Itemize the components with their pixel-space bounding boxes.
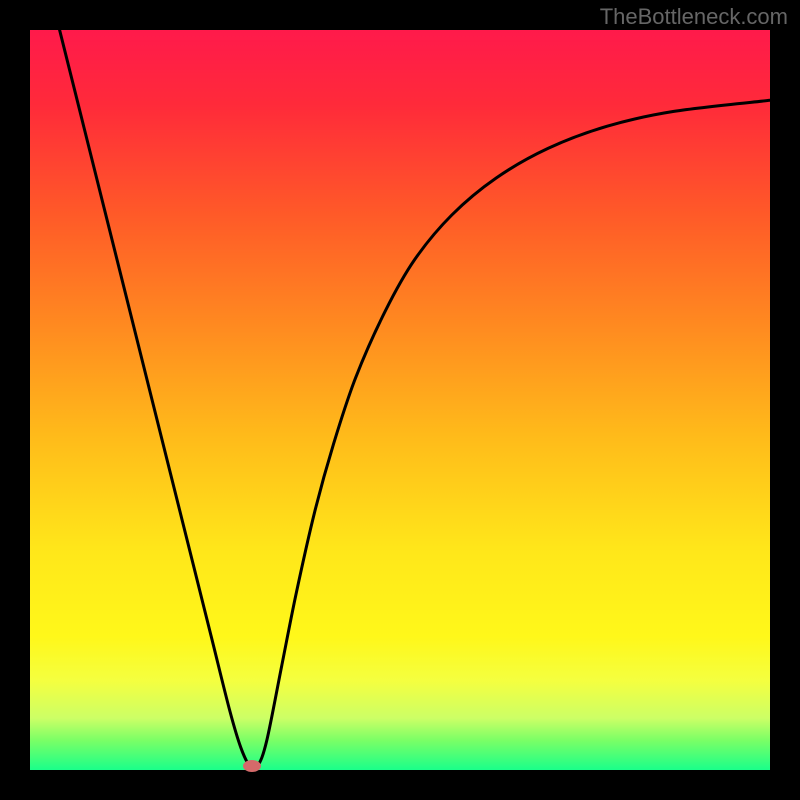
bottleneck-curve — [60, 30, 770, 769]
curve-layer — [30, 30, 770, 770]
plot-area — [30, 30, 770, 770]
watermark-text: TheBottleneck.com — [600, 4, 788, 30]
optimal-point-marker — [243, 760, 261, 772]
chart-container: TheBottleneck.com — [0, 0, 800, 800]
